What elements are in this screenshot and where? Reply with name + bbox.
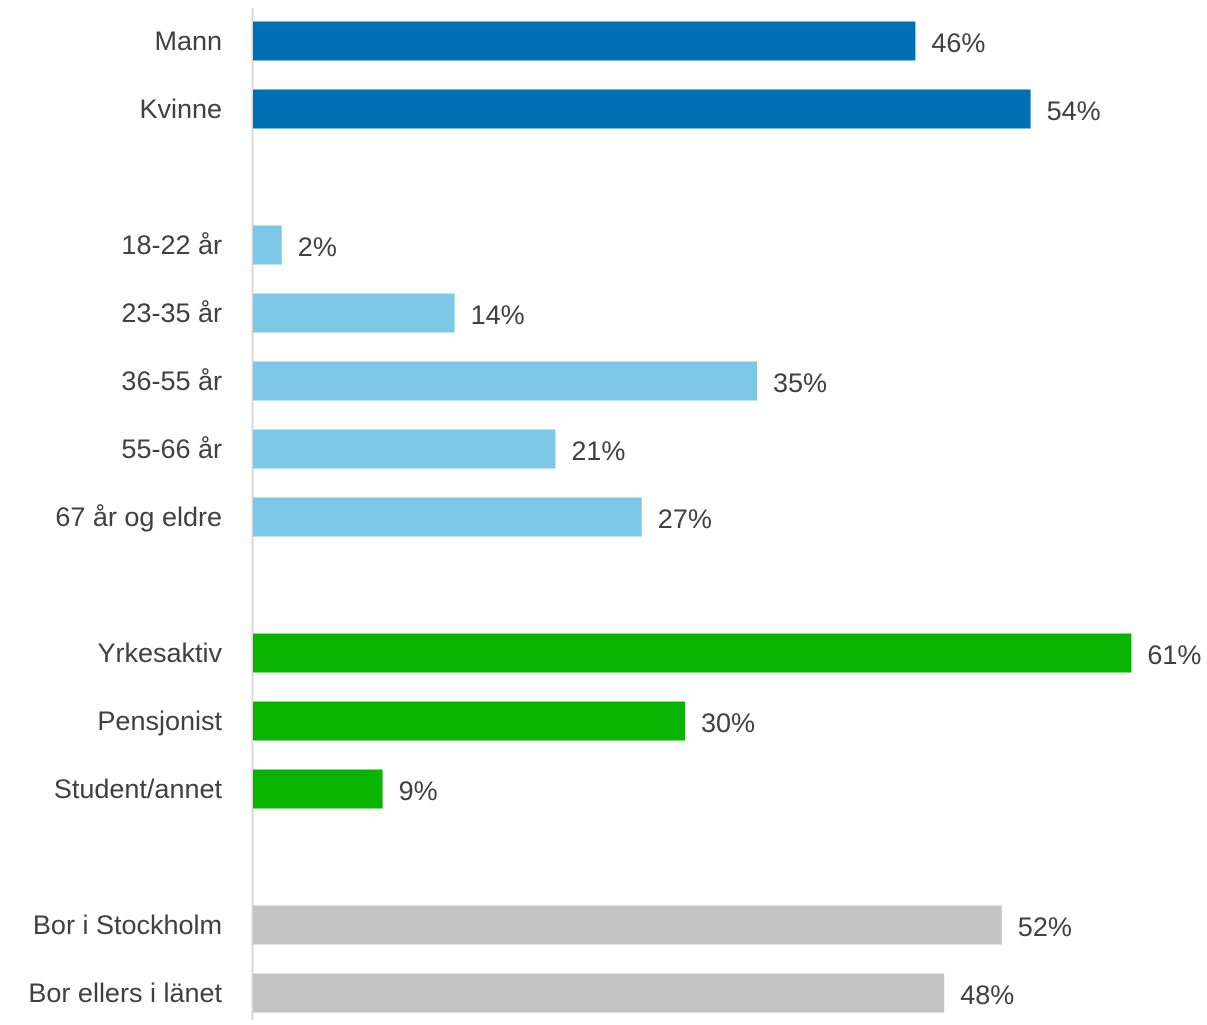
value-label: 46%	[931, 28, 985, 58]
category-label: Student/annet	[54, 774, 223, 804]
value-label: 52%	[1018, 912, 1072, 942]
category-label: 23-35 år	[121, 298, 222, 328]
category-label: 36-55 år	[121, 366, 222, 396]
bar-0	[253, 21, 916, 61]
category-labels: Mann Kvinne 18-22 år 23-35 år 36-55 år 55-66 …	[28, 26, 222, 1008]
value-label: 9%	[399, 776, 438, 806]
value-label: 48%	[960, 980, 1014, 1010]
category-label: Pensjonist	[97, 706, 222, 736]
category-label: Kvinne	[139, 94, 222, 124]
bar-3	[253, 293, 455, 333]
value-label: 14%	[471, 300, 525, 330]
value-label: 27%	[658, 504, 712, 534]
value-label: 54%	[1047, 96, 1101, 126]
bar-4	[253, 361, 757, 401]
bar-7	[253, 633, 1132, 673]
value-label: 35%	[773, 368, 827, 398]
bars	[253, 21, 1132, 1013]
value-label: 21%	[571, 436, 625, 466]
bar-2	[253, 225, 282, 265]
category-label: 67 år og eldre	[55, 502, 222, 532]
value-label: 30%	[701, 708, 755, 738]
bar-6	[253, 497, 642, 537]
value-label: 2%	[298, 232, 337, 262]
category-label: Bor ellers i länet	[28, 978, 222, 1008]
category-label: 18-22 år	[121, 230, 222, 260]
bar-8	[253, 701, 685, 741]
bar-1	[253, 89, 1031, 129]
category-label: Mann	[154, 26, 222, 56]
category-label: Bor i Stockholm	[33, 910, 222, 940]
value-label: 61%	[1147, 640, 1201, 670]
bar-9	[253, 769, 383, 809]
category-label: Yrkesaktiv	[97, 638, 222, 668]
bar-10	[253, 905, 1002, 945]
bar-11	[253, 973, 945, 1013]
category-label: 55-66 år	[121, 434, 222, 464]
value-labels: 46% 54% 2% 14% 35% 21% 27% 61% 30% 9% 52% 48%	[298, 28, 1202, 1010]
bar-5	[253, 429, 556, 469]
